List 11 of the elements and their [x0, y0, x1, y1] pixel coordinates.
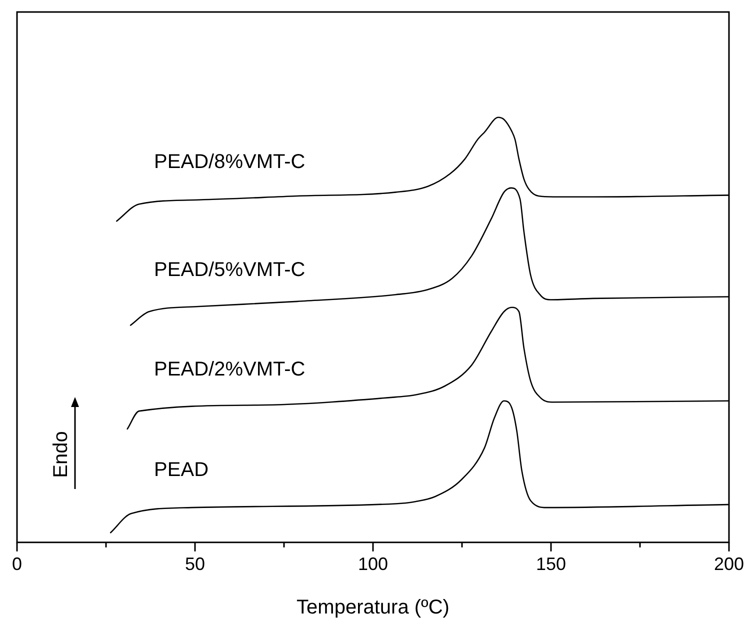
x-tick-label: 200 — [714, 554, 744, 574]
x-tick-label: 150 — [536, 554, 566, 574]
series-label: PEAD/5%VMT-C — [154, 258, 306, 281]
x-tick-label: 50 — [184, 554, 206, 574]
x-axis-title: Temperatura (ºC) — [296, 596, 450, 619]
series-label: PEAD/8%VMT-C — [154, 151, 306, 174]
series-label: PEAD/2%VMT-C — [154, 358, 306, 380]
x-tick-label: 100 — [358, 554, 388, 574]
series-label: PEAD — [154, 459, 209, 482]
y-axis-title: Endo — [49, 432, 72, 478]
x-tick-label: 0 — [12, 554, 22, 574]
